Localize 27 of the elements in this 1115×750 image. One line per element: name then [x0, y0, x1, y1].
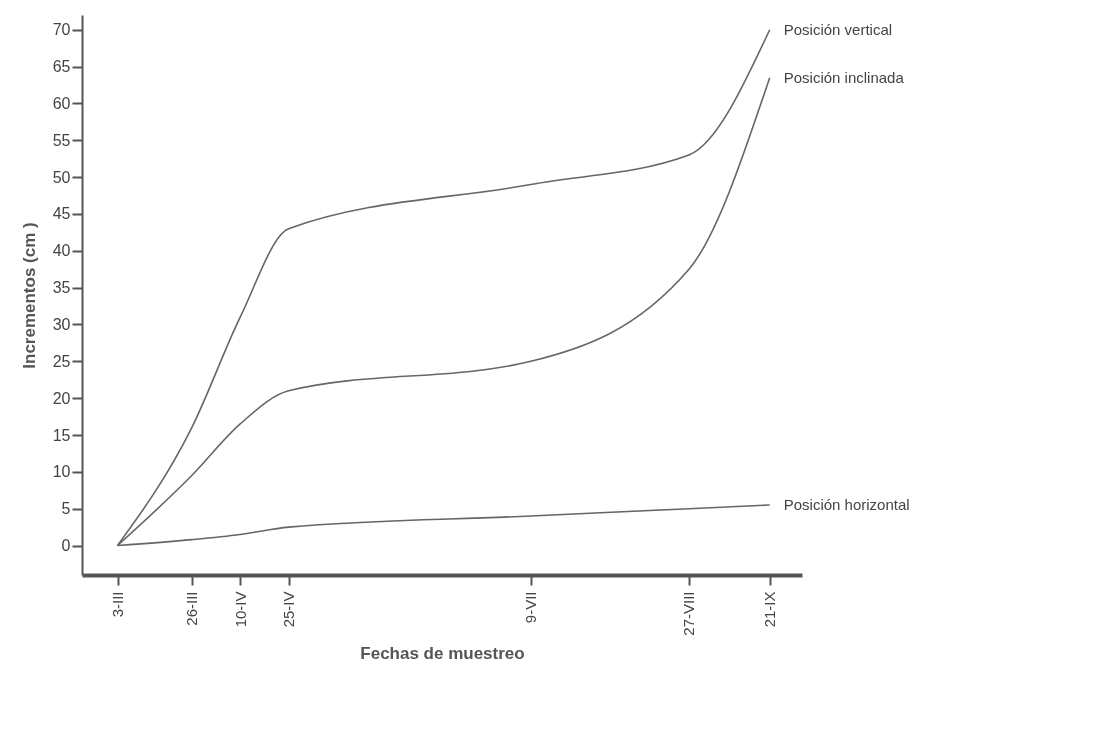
- y-tick-label: 35: [52, 279, 71, 297]
- y-tick-label: 70: [52, 21, 71, 39]
- x-tick-label: 27-VIII: [680, 591, 698, 636]
- y-tick-label: 25: [52, 352, 71, 370]
- y-tick-label: 65: [52, 58, 71, 76]
- y-tick-label: 40: [52, 242, 71, 260]
- y-tick-label: 0: [61, 537, 71, 555]
- series-label: Posición horizontal: [783, 496, 910, 513]
- x-tick-label: 26-III: [183, 591, 201, 626]
- y-tick-label: 50: [52, 168, 71, 186]
- series-label: Posición inclinada: [783, 68, 905, 86]
- y-tick-label: 60: [52, 94, 71, 112]
- x-tick-label: 21-IX: [761, 591, 779, 628]
- y-tick-label: 10: [52, 463, 71, 481]
- y-tick-label: 45: [52, 205, 71, 223]
- y-axis-title: Incrementos (cm ): [19, 222, 39, 369]
- y-tick-label: 55: [52, 131, 71, 149]
- y-tick-label: 30: [52, 315, 71, 333]
- x-tick-label: 10-IV: [231, 591, 249, 628]
- y-tick-label: 20: [52, 389, 71, 407]
- series-label: Posición vertical: [783, 20, 893, 38]
- x-axis-title: Fechas de muestreo: [360, 643, 525, 663]
- x-tick-label: 9-VII: [522, 591, 540, 624]
- y-tick-label: 5: [61, 500, 71, 518]
- x-tick-label: 3-III: [109, 591, 127, 618]
- y-tick-label: 15: [52, 426, 71, 444]
- x-tick-label: 25-IV: [280, 591, 298, 628]
